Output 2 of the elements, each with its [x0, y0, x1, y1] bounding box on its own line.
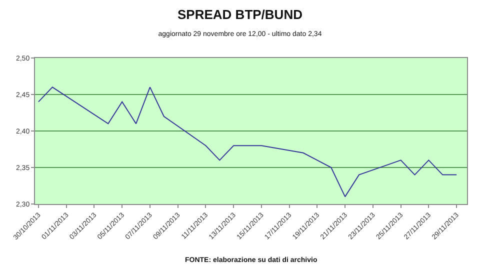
chart-title: SPREAD BTP/BUND [178, 6, 302, 22]
line-series [38, 86, 458, 198]
